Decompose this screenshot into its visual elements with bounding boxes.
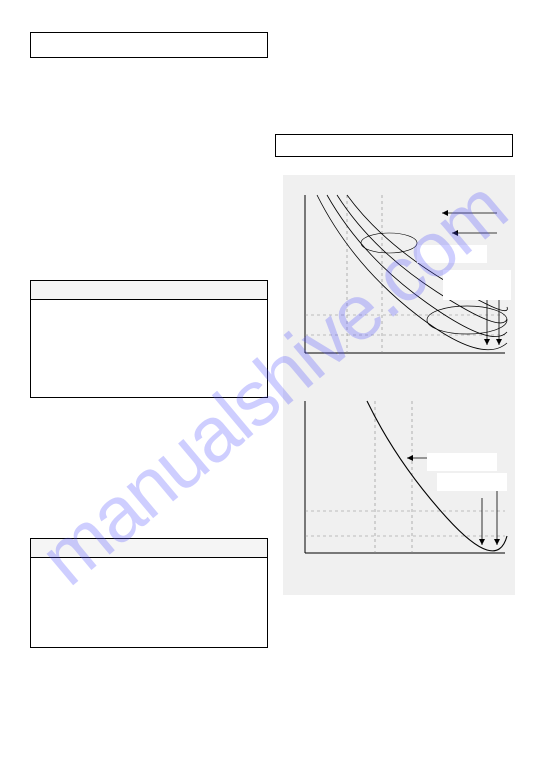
graph-2: [287, 393, 511, 573]
left-panel-1-body: [30, 300, 268, 398]
left-panel-2: [30, 538, 268, 648]
graph2-label-1: [427, 453, 497, 471]
graph1-label-1: [417, 245, 487, 263]
left-panel-2-body: [30, 558, 268, 648]
graph-1: [287, 185, 511, 375]
left-column: [30, 280, 268, 648]
header-bar: [30, 32, 268, 58]
graph-area: [283, 175, 515, 595]
left-panel-1-header: [30, 280, 268, 300]
left-panel-2-header: [30, 538, 268, 558]
graph2-label-2: [437, 473, 507, 491]
graph1-label-2: [443, 270, 511, 300]
right-header-box: [275, 134, 513, 157]
right-column: [275, 134, 513, 157]
